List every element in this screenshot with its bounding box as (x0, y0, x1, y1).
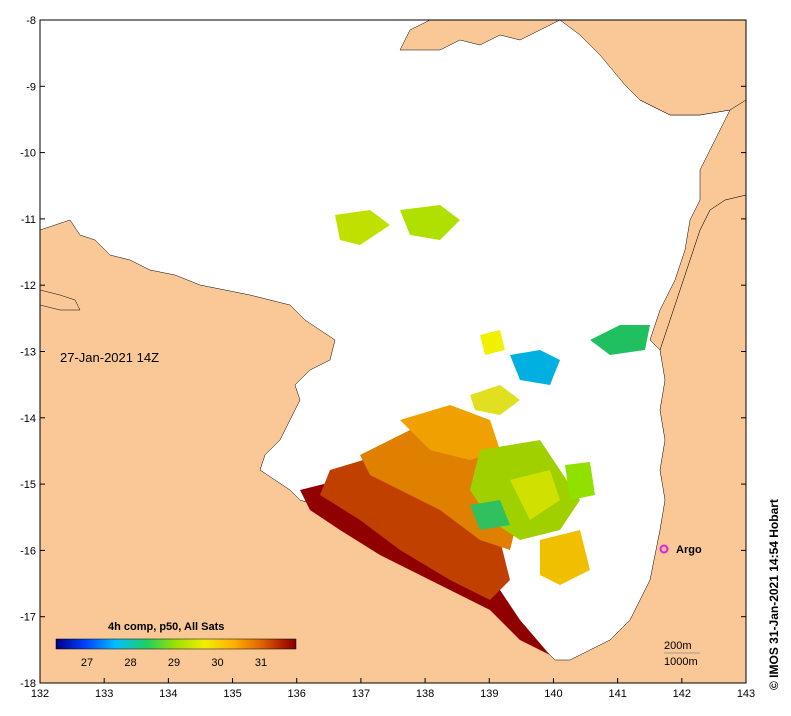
credit-label: © IMOS 31-Jan-2021 14:54 Hobart (767, 499, 781, 690)
y-tick-label: -8 (26, 15, 36, 27)
x-tick-label: 137 (352, 688, 370, 700)
x-tick-label: 138 (416, 688, 434, 700)
x-tick-label: 135 (223, 688, 241, 700)
y-tick-label: -14 (20, 413, 36, 425)
x-tick-label: 133 (95, 688, 113, 700)
legend-ticks: 27 28 29 30 31 (81, 657, 267, 669)
y-tick-label: -9 (26, 81, 36, 93)
x-axis-ticks: 132 133 134 135 136 137 138 139 140 141 142 143 (31, 678, 755, 700)
timestamp-label: 27-Jan-2021 14Z (60, 350, 159, 365)
y-axis-ticks: -8 -9 -10 -11 -12 -13 -14 -15 -16 -17 -18 (20, 15, 746, 690)
y-tick-label: -15 (20, 479, 36, 491)
legend-title: 4h comp, p50, All Sats (108, 621, 224, 633)
y-tick-label: -13 (20, 347, 36, 359)
x-tick-label: 142 (673, 688, 691, 700)
x-tick-label: 132 (31, 688, 49, 700)
y-tick-label: -12 (20, 280, 36, 292)
depth-contour-label-1000m: 1000m (664, 656, 698, 668)
legend-tick-label: 31 (255, 657, 267, 669)
argo-label: Argo (676, 544, 702, 556)
legend-tick-label: 30 (211, 657, 223, 669)
y-tick-label: -18 (20, 678, 36, 690)
legend-tick-label: 27 (81, 657, 93, 669)
depth-contour-label-200m: 200m (664, 640, 692, 652)
x-tick-label: 140 (544, 688, 562, 700)
x-tick-label: 139 (480, 688, 498, 700)
y-tick-label: -16 (20, 545, 36, 557)
x-tick-label: 143 (737, 688, 755, 700)
sst-data-layer (300, 205, 650, 655)
land-new-guinea (399, 19, 747, 116)
y-tick-label: -10 (20, 148, 36, 160)
legend-tick-label: 28 (124, 657, 136, 669)
y-tick-label: -11 (21, 214, 36, 226)
x-tick-label: 134 (159, 688, 177, 700)
legend-tick-label: 29 (168, 657, 180, 669)
argo-marker-icon (659, 544, 669, 554)
x-tick-label: 141 (608, 688, 626, 700)
x-tick-label: 136 (288, 688, 306, 700)
legend-colorbar (55, 638, 297, 650)
y-tick-label: -17 (20, 612, 36, 624)
